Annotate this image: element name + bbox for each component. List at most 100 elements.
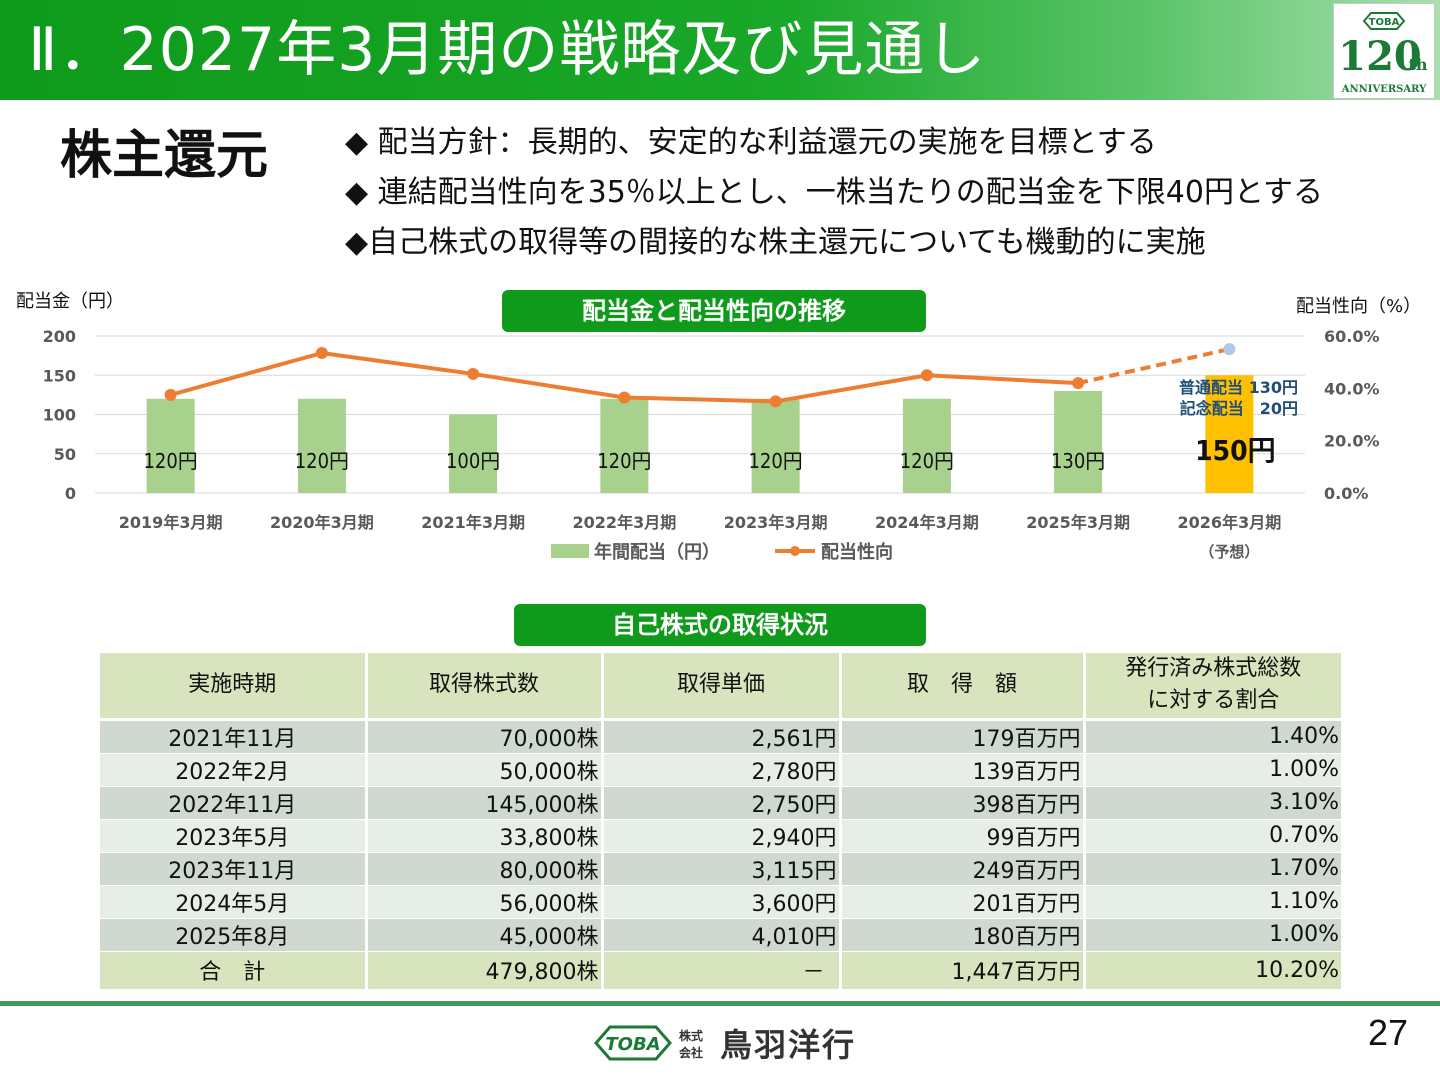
cell-period: 2022年11月 xyxy=(100,786,368,820)
category-label: 2022年3月期 xyxy=(573,513,677,532)
total-cell-shares: 479,800株 xyxy=(366,951,604,990)
category-label: 2023年3月期 xyxy=(724,513,828,532)
bullet-item: ◆ 連結配当性向を35％以上とし、一株当たりの配当金を下限40円とする xyxy=(345,175,1324,210)
cell-unit-price: 4,010円 xyxy=(602,918,842,952)
legend-line-label: 配当性向 xyxy=(821,541,893,563)
category-label: 2025年3月期 xyxy=(1026,513,1130,532)
logo-brand: TOBA xyxy=(605,1034,660,1055)
table-title: 自己株式の取得状況 xyxy=(514,604,926,646)
badge-number: 120 xyxy=(1338,33,1422,80)
right-axis-tick: 20.0% xyxy=(1324,432,1380,451)
left-axis-tick: 50 xyxy=(54,445,76,464)
cell-amount: 398百万円 xyxy=(840,786,1086,820)
legend-bar-swatch xyxy=(551,544,589,558)
badge-brand: TOBA xyxy=(1369,17,1400,28)
category-label: 2026年3月期 xyxy=(1178,513,1282,532)
cell-period: 2025年8月 xyxy=(100,918,368,952)
payout-ratio-point xyxy=(618,391,631,404)
company-logo: TOBA 株式 会社 鳥羽洋行 xyxy=(590,1018,870,1072)
table-row: 2024年5月 56,000株 3,600円 201百万円 1.10% xyxy=(100,885,1341,919)
category-label: 2020年3月期 xyxy=(270,513,374,532)
cell-unit-price: 2,750円 xyxy=(602,786,842,820)
table-row: 2023年5月 33,800株 2,940円 99百万円 0.70% xyxy=(100,819,1341,853)
cell-ratio: 1.70% xyxy=(1084,852,1341,886)
bar-value-label: 120円 xyxy=(295,449,349,473)
share-buyback-table: 実施時期 取得株式数 取得単価 取 得 額 発行済み株式総数 に対する割合 20… xyxy=(100,653,1341,990)
page-number: 27 xyxy=(1368,1012,1409,1053)
bar-value-label: 120円 xyxy=(748,449,802,473)
cell-period: 2024年5月 xyxy=(100,885,368,919)
cell-unit-price: 2,561円 xyxy=(602,719,842,754)
category-label: 2019年3月期 xyxy=(119,513,223,532)
bar xyxy=(297,398,346,493)
table-header-row: 実施時期 取得株式数 取得単価 取 得 額 発行済み株式総数 に対する割合 xyxy=(100,653,1341,721)
cell-shares: 56,000株 xyxy=(366,885,604,919)
payout-ratio-point xyxy=(769,395,782,408)
payout-ratio-point xyxy=(164,388,177,401)
total-cell-unit-price: － xyxy=(602,951,842,990)
badge-suffix: th xyxy=(1408,55,1427,74)
cell-shares: 33,800株 xyxy=(366,819,604,853)
bullet-item: ◆ 配当方針：長期的、安定的な利益還元の実施を目標とする xyxy=(345,125,1157,160)
cell-ratio: 3.10% xyxy=(1084,786,1341,820)
cell-period: 2021年11月 xyxy=(100,719,368,754)
bar xyxy=(1054,390,1103,493)
table-row: 2022年2月 50,000株 2,780円 139百万円 1.00% xyxy=(100,753,1341,787)
bar xyxy=(146,398,195,493)
cell-unit-price: 2,940円 xyxy=(602,819,842,853)
cell-shares: 50,000株 xyxy=(366,753,604,787)
cell-amount: 201百万円 xyxy=(840,885,1086,919)
table-row: 2023年11月 80,000株 3,115円 249百万円 1.70% xyxy=(100,852,1341,886)
cell-amount: 179百万円 xyxy=(840,719,1086,754)
bar xyxy=(902,398,951,493)
payout-ratio-point xyxy=(1072,377,1085,390)
cell-unit-price: 2,780円 xyxy=(602,753,842,787)
logo-prefix-1: 株式 xyxy=(679,1028,703,1043)
cell-shares: 80,000株 xyxy=(366,852,604,886)
bar-value-label: 150円 xyxy=(1195,434,1276,467)
left-axis-tick: 200 xyxy=(43,327,76,346)
category-label: 2021年3月期 xyxy=(421,513,525,532)
left-axis-tick: 150 xyxy=(43,366,76,385)
total-cell-amount: 1,447百万円 xyxy=(840,951,1086,990)
footer-divider xyxy=(0,1001,1440,1006)
bar xyxy=(1205,375,1254,493)
cell-ratio: 0.70% xyxy=(1084,819,1341,853)
cell-shares: 70,000株 xyxy=(366,719,604,754)
bar xyxy=(449,414,498,493)
header-amount: 取 得 額 xyxy=(840,653,1086,721)
total-cell-ratio: 10.20% xyxy=(1084,951,1341,990)
logo-prefix-2: 会社 xyxy=(679,1045,703,1060)
page-title: Ⅱ．2027年3月期の戦略及び見通し xyxy=(28,15,987,85)
right-axis-tick: 0.0% xyxy=(1324,484,1368,503)
header-bar: Ⅱ．2027年3月期の戦略及び見通し TOBA 120 th ANNIVERSA… xyxy=(0,0,1440,100)
header-period: 実施時期 xyxy=(100,653,368,721)
cell-amount: 180百万円 xyxy=(840,918,1086,952)
cell-unit-price: 3,115円 xyxy=(602,852,842,886)
left-axis-tick: 100 xyxy=(43,406,76,425)
dividend-chart: 200 150 100 50 0 60.0% 40.0% 20.0% 0.0% 120円 2019年… xyxy=(43,327,1380,563)
table-total-row: 合 計 479,800株－ 1,447百万円 10.20% xyxy=(100,951,1341,990)
forecast-note: （予想） xyxy=(1199,543,1259,561)
cell-shares: 145,000株 xyxy=(366,786,604,820)
anniversary-badge: TOBA 120 th ANNIVERSARY xyxy=(1333,3,1435,99)
bar-value-label: 120円 xyxy=(143,449,197,473)
cell-amount: 99百万円 xyxy=(840,819,1086,853)
logo-company-name: 鳥羽洋行 xyxy=(720,1026,856,1064)
cell-amount: 249百万円 xyxy=(840,852,1086,886)
category-label: 2024年3月期 xyxy=(875,513,979,532)
header-unit-price: 取得単価 xyxy=(602,653,842,721)
legend-bar-label: 年間配当（円） xyxy=(594,541,720,563)
payout-ratio-point xyxy=(467,367,480,380)
cell-period: 2022年2月 xyxy=(100,753,368,787)
table-row: 2021年11月 70,000株 2,561円 179百万円 1.40% xyxy=(100,719,1341,754)
left-axis-tick: 0 xyxy=(65,484,76,503)
payout-ratio-point xyxy=(315,347,328,360)
cell-unit-price: 3,600円 xyxy=(602,885,842,919)
header-ratio: 発行済み株式総数 に対する割合 xyxy=(1084,653,1341,721)
cell-ratio: 1.00% xyxy=(1084,918,1341,952)
bar-value-label: 100円 xyxy=(446,449,500,473)
cell-ratio: 1.40% xyxy=(1084,719,1341,754)
forecast-breakdown: 記念配当 20円 xyxy=(1180,399,1298,418)
bar xyxy=(600,398,649,493)
